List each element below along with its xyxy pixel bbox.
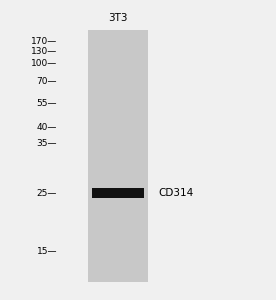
Bar: [92, 188, 144, 198]
Text: 25—: 25—: [37, 188, 57, 197]
Text: 100—: 100—: [31, 59, 57, 68]
Text: 70—: 70—: [36, 77, 57, 86]
Bar: [88, 30, 148, 282]
Text: 130—: 130—: [31, 47, 57, 56]
Text: 55—: 55—: [36, 98, 57, 107]
Text: CD314: CD314: [158, 188, 193, 198]
Text: 35—: 35—: [36, 139, 57, 148]
Text: 40—: 40—: [37, 122, 57, 131]
Text: 15—: 15—: [36, 247, 57, 256]
Text: 3T3: 3T3: [108, 13, 128, 23]
Text: 170—: 170—: [31, 38, 57, 46]
